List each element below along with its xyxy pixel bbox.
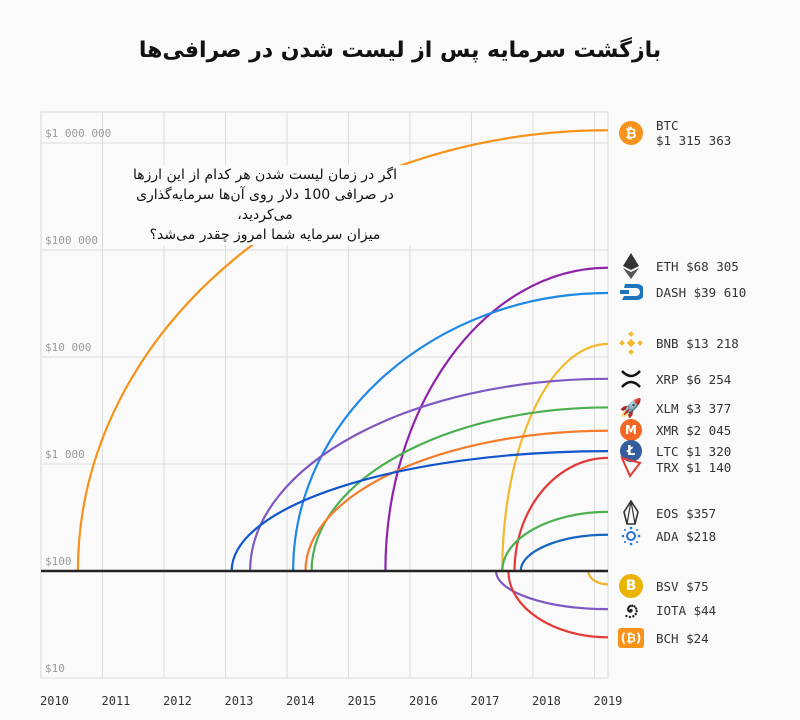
- tron-icon: [618, 454, 644, 480]
- ripple-icon: [618, 366, 644, 392]
- legend-label: IOTA $44: [656, 602, 717, 618]
- legend-item-ada: ADA $218: [618, 523, 716, 549]
- legend-item-eth: ETH $68 305: [618, 253, 739, 279]
- iota-icon: [618, 597, 644, 623]
- y-tick-label: $10: [45, 662, 65, 675]
- curve-eos: [501, 510, 609, 572]
- legend-label: ETH $68 305: [656, 258, 739, 274]
- bitcoin-sv-icon: B: [618, 573, 644, 599]
- x-tick-label: 2014: [286, 694, 315, 708]
- chart-title: بازگشت سرمایه پس از لیست شدن در صرافی‌ها: [138, 38, 662, 63]
- ethereum-icon: [618, 253, 644, 279]
- x-tick-label: 2018: [532, 694, 561, 708]
- legend-item-xrp: XRP $6 254: [618, 366, 731, 392]
- legend-label: BSV $75: [656, 578, 709, 594]
- x-axis-labels: 2010 2011 2012 2013 2014 2015 2016 2017 2018 2019: [40, 694, 622, 708]
- legend-label: BCH $24: [656, 630, 709, 646]
- legend-label: XLM $3 377: [656, 400, 732, 416]
- curve-iota: [495, 570, 609, 611]
- monero-icon: M: [618, 417, 644, 443]
- y-tick-label: $10 000: [45, 341, 91, 354]
- x-tick-label: 2013: [225, 694, 254, 708]
- legend-item-iota: IOTA $44: [618, 597, 716, 623]
- dash-icon: [618, 279, 644, 305]
- x-tick-label: 2011: [102, 694, 131, 708]
- curve-ada: [519, 533, 609, 572]
- curve-bsv: [587, 570, 609, 586]
- y-axis-labels: $1 000 000 $100 000 $10 000 $1 000 $100 $10: [45, 127, 111, 675]
- x-tick-label: 2010: [40, 694, 69, 708]
- legend-label: DASH $39 610: [656, 284, 747, 300]
- stellar-icon: 🚀: [619, 397, 643, 419]
- curve-bnb: [501, 342, 609, 572]
- x-tick-label: 2015: [348, 694, 377, 708]
- legend-label: XRP $6 254: [656, 371, 732, 387]
- curve-ltc: [230, 449, 609, 572]
- legend-item-xlm: 🚀 XLM $3 377: [618, 395, 731, 421]
- legend-item-dash: DASH $39 610: [618, 279, 746, 305]
- bitcoin-icon: ₿: [618, 120, 644, 146]
- legend-label: ADA $218: [656, 528, 717, 544]
- legend-item-xmr: M XMR $2 045: [618, 417, 731, 443]
- curve-xlm: [310, 406, 609, 572]
- x-tick-label: 2012: [163, 694, 192, 708]
- legend-label: LTC $1 320: [656, 443, 732, 459]
- x-tick-label: 2016: [409, 694, 438, 708]
- y-tick-label: $100: [45, 555, 72, 568]
- bitcoin-cash-icon: (₿): [618, 625, 644, 651]
- curve-dash: [292, 291, 609, 572]
- curve-xrp: [249, 377, 609, 572]
- legend-item-bnb: BNB $13 218: [618, 330, 739, 356]
- y-tick-label: $1 000 000: [45, 127, 111, 140]
- legend-label: XMR $2 045: [656, 422, 732, 438]
- cardano-icon: [618, 523, 644, 549]
- legend-item-bsv: B BSV $75: [618, 573, 709, 599]
- legend-label: TRX $1 140: [656, 459, 732, 475]
- legend-item-ltc: Ł LTC $1 320: [618, 438, 731, 464]
- y-tick-label: $100 000: [45, 234, 98, 247]
- legend-item-bch: (₿) BCH $24: [618, 625, 709, 651]
- legend-item-trx: TRX $1 140: [618, 454, 731, 480]
- binance-icon: [618, 330, 644, 356]
- curve-bch: [507, 570, 609, 639]
- eos-icon: [618, 500, 644, 526]
- chart-annotation: اگر در زمان لیست شدن هر کدام از این ارزه…: [110, 165, 420, 245]
- series-curves: [76, 129, 609, 639]
- legend-label: EOS $357: [656, 505, 717, 521]
- y-tick-label: $1 000: [45, 448, 85, 461]
- curve-btc: [76, 129, 609, 572]
- legend-item-eos: EOS $357: [618, 500, 716, 526]
- legend-label: BTC $1 315 363: [656, 118, 732, 148]
- x-tick-label: 2019: [594, 694, 623, 708]
- legend-label: BNB $13 218: [656, 335, 739, 351]
- curve-eth: [384, 266, 609, 572]
- litecoin-icon: Ł: [618, 438, 644, 464]
- x-tick-label: 2017: [471, 694, 500, 708]
- legend-item-btc: ₿ BTC $1 315 363: [618, 118, 731, 148]
- curve-trx: [513, 456, 609, 572]
